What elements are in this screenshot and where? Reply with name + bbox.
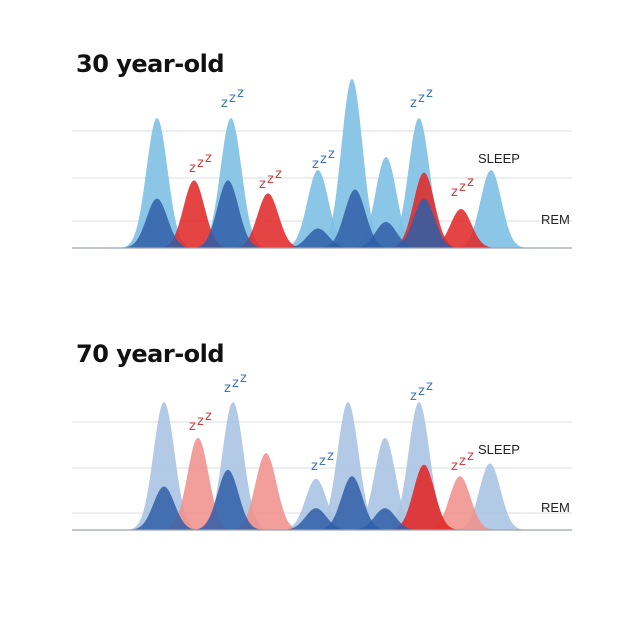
series-peak <box>123 198 191 248</box>
chart-title: 30 year-old <box>76 50 225 78</box>
series-peak <box>232 453 300 530</box>
series-peak <box>234 193 302 248</box>
svg-text:z: z <box>319 454 326 469</box>
legend-label-sleep: SLEEP <box>478 442 520 457</box>
svg-text:z: z <box>410 389 417 404</box>
svg-text:z: z <box>451 459 458 474</box>
svg-text:z: z <box>418 384 425 399</box>
legend-label-rem: REM <box>541 212 570 227</box>
series-peak <box>314 402 382 530</box>
series-peak <box>130 486 198 530</box>
legend-label-rem: REM <box>541 500 570 515</box>
svg-text:z: z <box>320 152 327 167</box>
series-peak <box>390 464 458 530</box>
series-peak <box>194 469 262 530</box>
series-peak <box>321 189 389 248</box>
svg-text:z: z <box>312 157 319 172</box>
svg-text:z: z <box>229 91 236 106</box>
series-stage-2 <box>390 464 458 530</box>
svg-text:z: z <box>418 91 425 106</box>
series-peak <box>318 476 386 530</box>
svg-text:z: z <box>205 151 212 166</box>
svg-text:z: z <box>426 86 433 101</box>
series-peak <box>197 118 265 248</box>
series-peak <box>457 170 525 248</box>
chart-title: 70 year-old <box>76 340 225 368</box>
series-peak <box>427 209 495 248</box>
chart-panel-70-year-old: 70 year-old z z z z z z z z z z z z z z z SLEEP REM <box>0 290 640 580</box>
svg-text:z: z <box>232 376 239 391</box>
svg-text:z: z <box>224 381 231 396</box>
svg-text:z: z <box>197 156 204 171</box>
svg-text:z: z <box>189 161 196 176</box>
svg-text:z: z <box>410 96 417 111</box>
svg-text:z: z <box>459 180 466 195</box>
svg-text:z: z <box>328 147 335 162</box>
series-peak <box>426 476 494 530</box>
svg-text:z: z <box>459 454 466 469</box>
series-rem <box>123 180 458 248</box>
legend-label-sleep: SLEEP <box>478 151 520 166</box>
series-rem <box>130 469 419 530</box>
series-peak <box>351 508 419 530</box>
svg-text:z: z <box>240 371 247 386</box>
series-peak <box>352 222 420 248</box>
series-peak <box>130 402 198 530</box>
svg-text:z: z <box>451 185 458 200</box>
svg-text:z: z <box>467 175 474 190</box>
svg-text:z: z <box>426 379 433 394</box>
series-peak <box>318 79 386 248</box>
svg-text:z: z <box>275 167 282 182</box>
svg-text:z: z <box>467 449 474 464</box>
svg-text:z: z <box>259 177 266 192</box>
svg-text:z: z <box>189 419 196 434</box>
series-peak <box>123 118 191 248</box>
svg-text:z: z <box>327 449 334 464</box>
svg-text:z: z <box>221 96 228 111</box>
svg-text:z: z <box>197 414 204 429</box>
series-peak <box>194 180 262 248</box>
chart-panel-30-year-old: 30 year-old z z z z z z z z z z z z z z z z z z SLEEP REM <box>0 0 640 290</box>
series-peak <box>390 198 458 248</box>
svg-text:z: z <box>205 409 212 424</box>
svg-text:z: z <box>267 172 274 187</box>
svg-text:z: z <box>237 86 244 101</box>
svg-text:z: z <box>311 459 318 474</box>
